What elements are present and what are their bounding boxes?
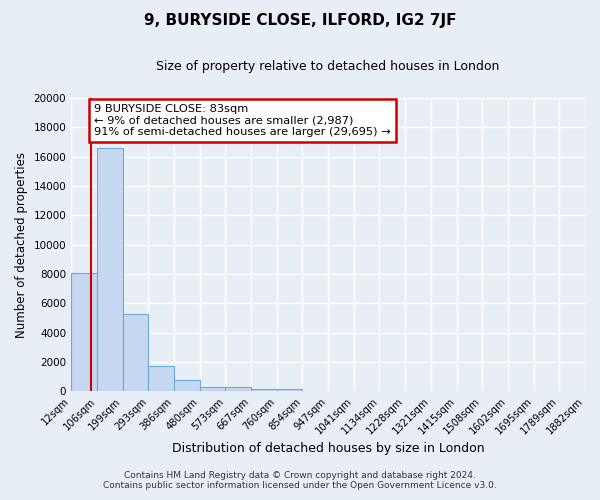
Title: Size of property relative to detached houses in London: Size of property relative to detached ho… [157, 60, 500, 73]
Bar [71, 272, 97, 392]
Bar [251, 388, 277, 392]
Bar [148, 366, 174, 392]
Bar [226, 388, 251, 392]
Bar [277, 389, 302, 392]
Bar [174, 380, 200, 392]
Bar [122, 314, 148, 392]
Text: 9, BURYSIDE CLOSE, ILFORD, IG2 7JF: 9, BURYSIDE CLOSE, ILFORD, IG2 7JF [144, 12, 456, 28]
Text: Contains HM Land Registry data © Crown copyright and database right 2024.
Contai: Contains HM Land Registry data © Crown c… [103, 470, 497, 490]
Bar [200, 386, 226, 392]
Y-axis label: Number of detached properties: Number of detached properties [15, 152, 28, 338]
X-axis label: Distribution of detached houses by size in London: Distribution of detached houses by size … [172, 442, 484, 455]
Text: 9 BURYSIDE CLOSE: 83sqm
← 9% of detached houses are smaller (2,987)
91% of semi-: 9 BURYSIDE CLOSE: 83sqm ← 9% of detached… [94, 104, 391, 137]
Bar [97, 148, 122, 392]
